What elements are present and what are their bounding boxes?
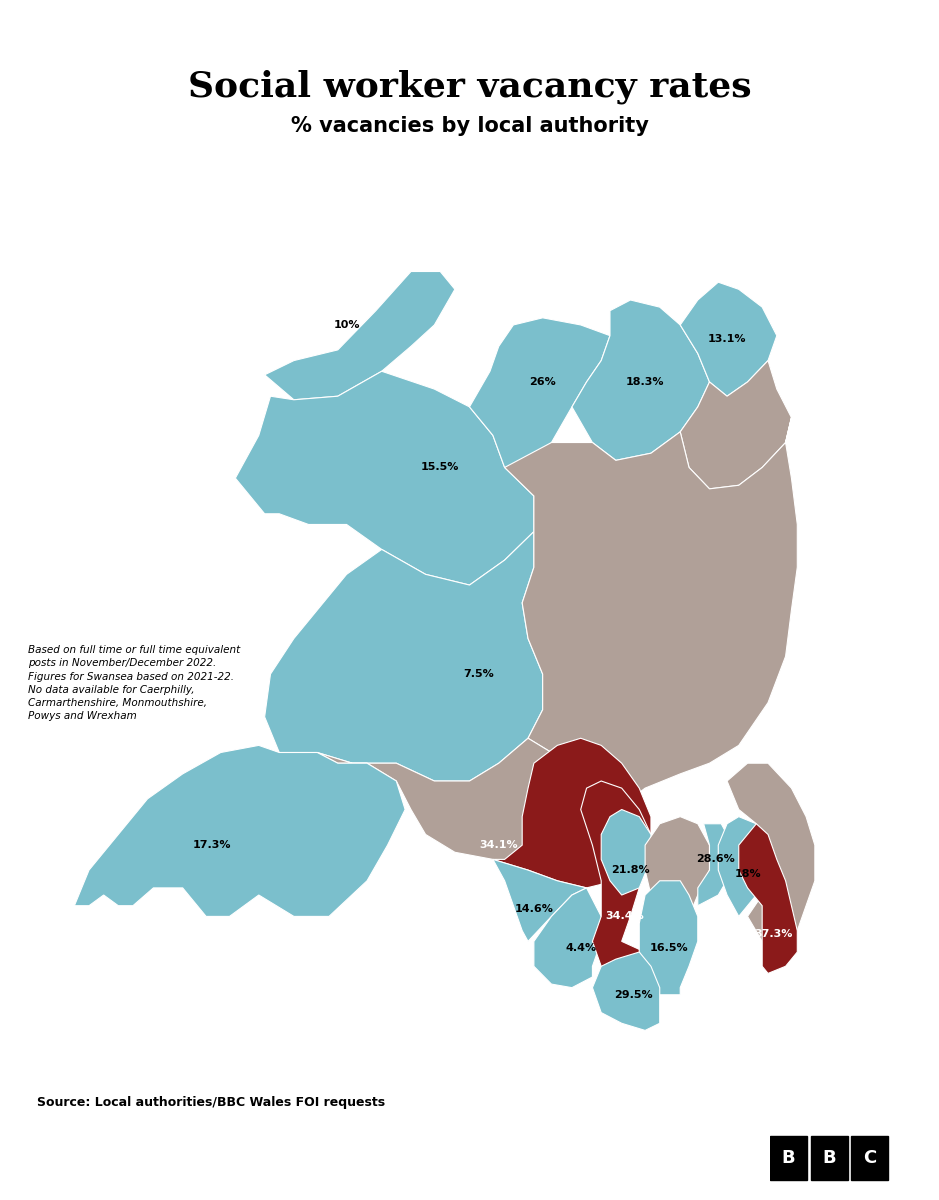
- Polygon shape: [680, 282, 777, 396]
- Polygon shape: [739, 823, 797, 973]
- Text: 34.1%: 34.1%: [480, 840, 518, 850]
- Text: 10%: 10%: [333, 320, 360, 330]
- Text: B: B: [823, 1150, 836, 1166]
- Bar: [770, 1136, 807, 1180]
- Polygon shape: [236, 371, 534, 586]
- Text: 37.3%: 37.3%: [755, 929, 793, 940]
- Polygon shape: [727, 763, 815, 952]
- Bar: [852, 1136, 888, 1180]
- Text: 29.5%: 29.5%: [614, 990, 653, 1000]
- Polygon shape: [698, 823, 733, 906]
- Text: B: B: [781, 1150, 795, 1166]
- Text: 15.5%: 15.5%: [421, 462, 459, 473]
- Text: 18%: 18%: [734, 869, 761, 878]
- Polygon shape: [493, 738, 651, 888]
- Bar: [810, 1136, 848, 1180]
- Text: 21.8%: 21.8%: [611, 865, 650, 875]
- Text: 34.4%: 34.4%: [606, 912, 644, 922]
- Text: % vacancies by local authority: % vacancies by local authority: [290, 116, 649, 136]
- Text: Social worker vacancy rates: Social worker vacancy rates: [188, 70, 751, 104]
- Text: 18.3%: 18.3%: [626, 377, 665, 386]
- Polygon shape: [601, 810, 651, 895]
- Polygon shape: [470, 318, 610, 468]
- Text: 7.5%: 7.5%: [463, 670, 494, 679]
- Polygon shape: [265, 271, 454, 400]
- Text: Source: Local authorities/BBC Wales FOI requests: Source: Local authorities/BBC Wales FOI …: [37, 1096, 385, 1109]
- Polygon shape: [718, 817, 768, 917]
- Polygon shape: [504, 418, 797, 852]
- Polygon shape: [493, 859, 587, 941]
- Polygon shape: [639, 881, 698, 995]
- Polygon shape: [580, 781, 651, 977]
- Text: 26%: 26%: [530, 377, 556, 386]
- Text: 4.4%: 4.4%: [565, 943, 596, 954]
- Text: 28.6%: 28.6%: [696, 854, 734, 864]
- Polygon shape: [680, 360, 792, 488]
- Polygon shape: [572, 300, 710, 461]
- Text: Based on full time or full time equivalent
posts in November/December 2022.
Figu: Based on full time or full time equivale…: [28, 646, 240, 721]
- Text: 13.1%: 13.1%: [708, 334, 747, 344]
- Polygon shape: [317, 738, 639, 888]
- Polygon shape: [639, 817, 710, 966]
- Text: C: C: [863, 1150, 876, 1166]
- Polygon shape: [534, 888, 601, 988]
- Polygon shape: [265, 532, 543, 781]
- Text: 14.6%: 14.6%: [515, 905, 553, 914]
- Text: 16.5%: 16.5%: [649, 943, 688, 954]
- Text: 17.3%: 17.3%: [192, 840, 231, 850]
- Polygon shape: [74, 745, 405, 917]
- Polygon shape: [593, 952, 660, 1031]
